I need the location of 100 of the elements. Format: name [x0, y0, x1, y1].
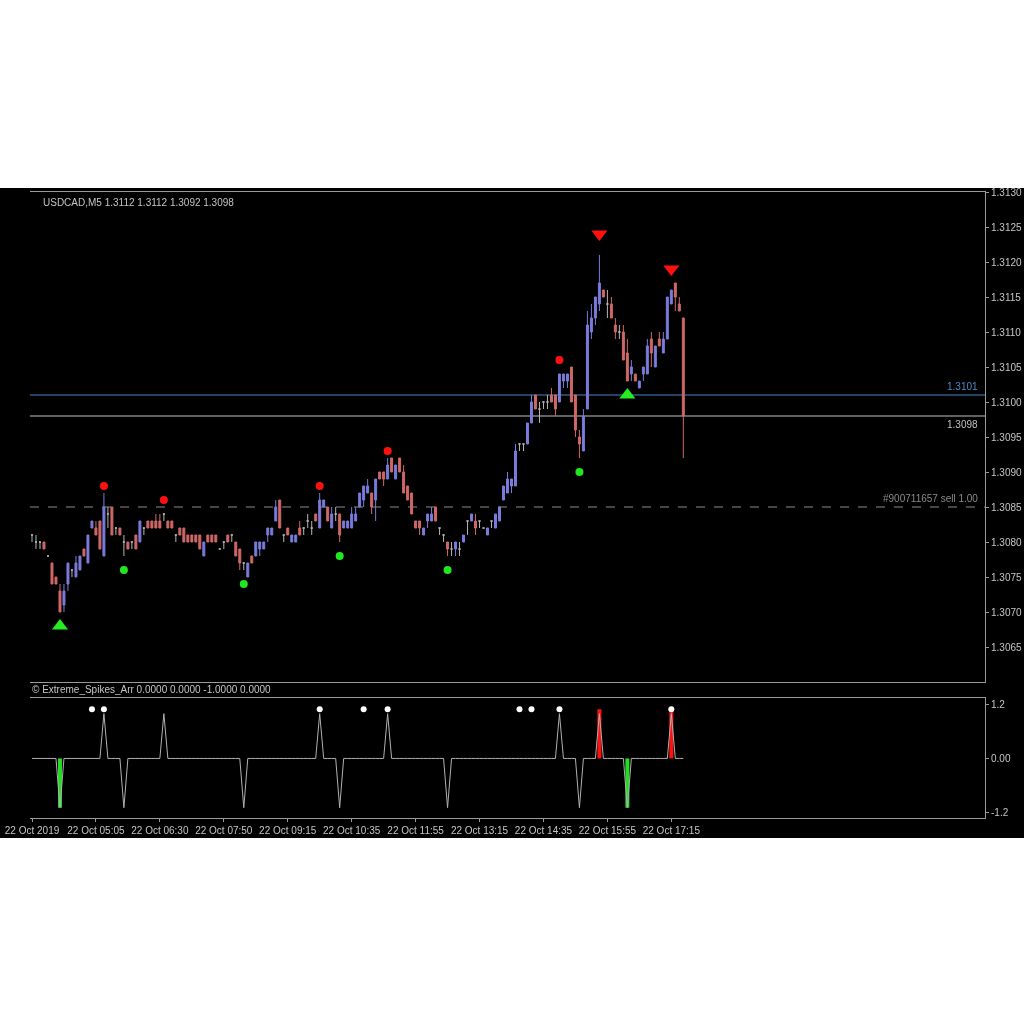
candlestick	[422, 527, 426, 536]
point	[119, 566, 128, 574]
ref-line-label: #900711657 sell 1.00	[883, 493, 979, 504]
candlestick	[617, 324, 621, 340]
candlestick	[382, 471, 386, 487]
candlestick	[266, 527, 270, 543]
point	[239, 580, 248, 588]
x-tick-label: 22 Oct 15:55	[578, 825, 637, 836]
candlestick	[86, 534, 90, 564]
y-tick-label: 1.3120	[991, 256, 1023, 268]
candlestick	[581, 408, 585, 452]
candlestick	[637, 380, 641, 389]
candlestick	[258, 541, 262, 557]
point	[443, 566, 452, 574]
candlestick	[605, 289, 609, 319]
candlestick	[326, 506, 330, 522]
x-tick-label: 22 Oct 14:35	[514, 825, 573, 836]
candlestick	[38, 541, 42, 550]
y-tick-label: 1.3070	[991, 606, 1023, 618]
y-tick-label: 1.3080	[991, 536, 1023, 548]
y-tick-label: 1.3085	[991, 501, 1023, 513]
candlestick	[557, 373, 561, 403]
point	[99, 482, 108, 490]
candlestick	[98, 520, 102, 550]
y-tick-label: 1.3115	[991, 291, 1022, 303]
candlestick	[474, 513, 478, 536]
candlestick	[466, 520, 470, 536]
candlestick	[533, 394, 537, 410]
candlestick	[609, 296, 613, 319]
candlestick	[298, 520, 302, 536]
y-tick-label: 0.00	[991, 752, 1011, 764]
candlestick	[318, 492, 322, 529]
ref-line-label: 1.3101	[947, 381, 979, 392]
candlestick	[42, 541, 46, 550]
candlestick	[330, 506, 334, 529]
candlestick	[146, 520, 150, 529]
candlestick	[278, 499, 282, 529]
point	[555, 356, 564, 364]
candlestick	[90, 520, 94, 529]
candlestick	[134, 534, 138, 550]
candlestick	[374, 478, 378, 522]
candlestick	[334, 506, 338, 522]
candlestick	[174, 534, 178, 543]
candlestick	[82, 548, 86, 557]
candlestick	[182, 527, 186, 543]
candlestick	[50, 562, 54, 585]
candlestick	[342, 520, 346, 529]
candlestick	[677, 296, 681, 312]
candlestick	[110, 506, 114, 536]
candlestick	[653, 345, 657, 368]
candlestick	[30, 534, 34, 543]
x-tick-label: 22 Oct 05:05	[67, 825, 125, 836]
x-tick-label: 22 Oct 07:50	[195, 825, 253, 836]
candlestick	[166, 520, 170, 529]
y-tick-label: 1.3095	[991, 431, 1023, 443]
candlestick	[274, 499, 278, 522]
candlestick	[74, 555, 78, 578]
candlestick	[198, 534, 202, 550]
candlestick	[338, 513, 342, 543]
candlestick	[450, 541, 454, 557]
candlestick	[633, 373, 637, 382]
candlestick	[310, 520, 314, 536]
candlestick	[286, 527, 290, 536]
candlestick	[138, 520, 142, 543]
candlestick	[681, 317, 685, 459]
x-tick-label: 22 Oct 09:15	[259, 825, 317, 836]
candlestick	[390, 457, 394, 473]
candlestick	[158, 513, 162, 529]
candlestick	[246, 562, 250, 578]
candlestick	[673, 282, 677, 312]
candlestick	[102, 492, 106, 557]
candlestick	[470, 513, 474, 522]
candlestick	[122, 534, 126, 557]
candlestick	[190, 534, 194, 543]
x-tick-label: 22 Oct 13:15	[450, 825, 509, 836]
candlestick	[106, 506, 110, 529]
y-tick-label: 1.3065	[991, 641, 1023, 653]
candlestick	[577, 429, 581, 459]
candlestick	[314, 513, 318, 522]
candlestick	[458, 541, 462, 557]
candlestick	[386, 457, 390, 480]
point	[575, 468, 584, 476]
candlestick	[170, 520, 174, 529]
candlestick	[565, 373, 569, 389]
chart-title: © Extreme_Spikes_Arr 0.0000 0.0000 -1.0000 0.0000	[32, 684, 272, 695]
point	[159, 496, 168, 504]
candlestick	[126, 541, 130, 550]
y-tick-label: 1.3130	[991, 186, 1023, 198]
candlestick	[629, 359, 633, 382]
candlestick	[486, 527, 489, 536]
candlestick	[306, 513, 310, 529]
x-tick-label: 22 Oct 17:15	[642, 825, 701, 836]
candlestick	[446, 541, 450, 557]
text: USDCAD,M5 1.3112 1.3112 1.3092 1.3098	[43, 197, 235, 208]
candlestick	[254, 541, 258, 557]
candlestick	[206, 534, 210, 543]
candlestick	[394, 464, 398, 480]
point	[315, 482, 324, 490]
candlestick	[454, 541, 458, 557]
x-tick-label: 22 Oct 10:35	[323, 825, 381, 836]
